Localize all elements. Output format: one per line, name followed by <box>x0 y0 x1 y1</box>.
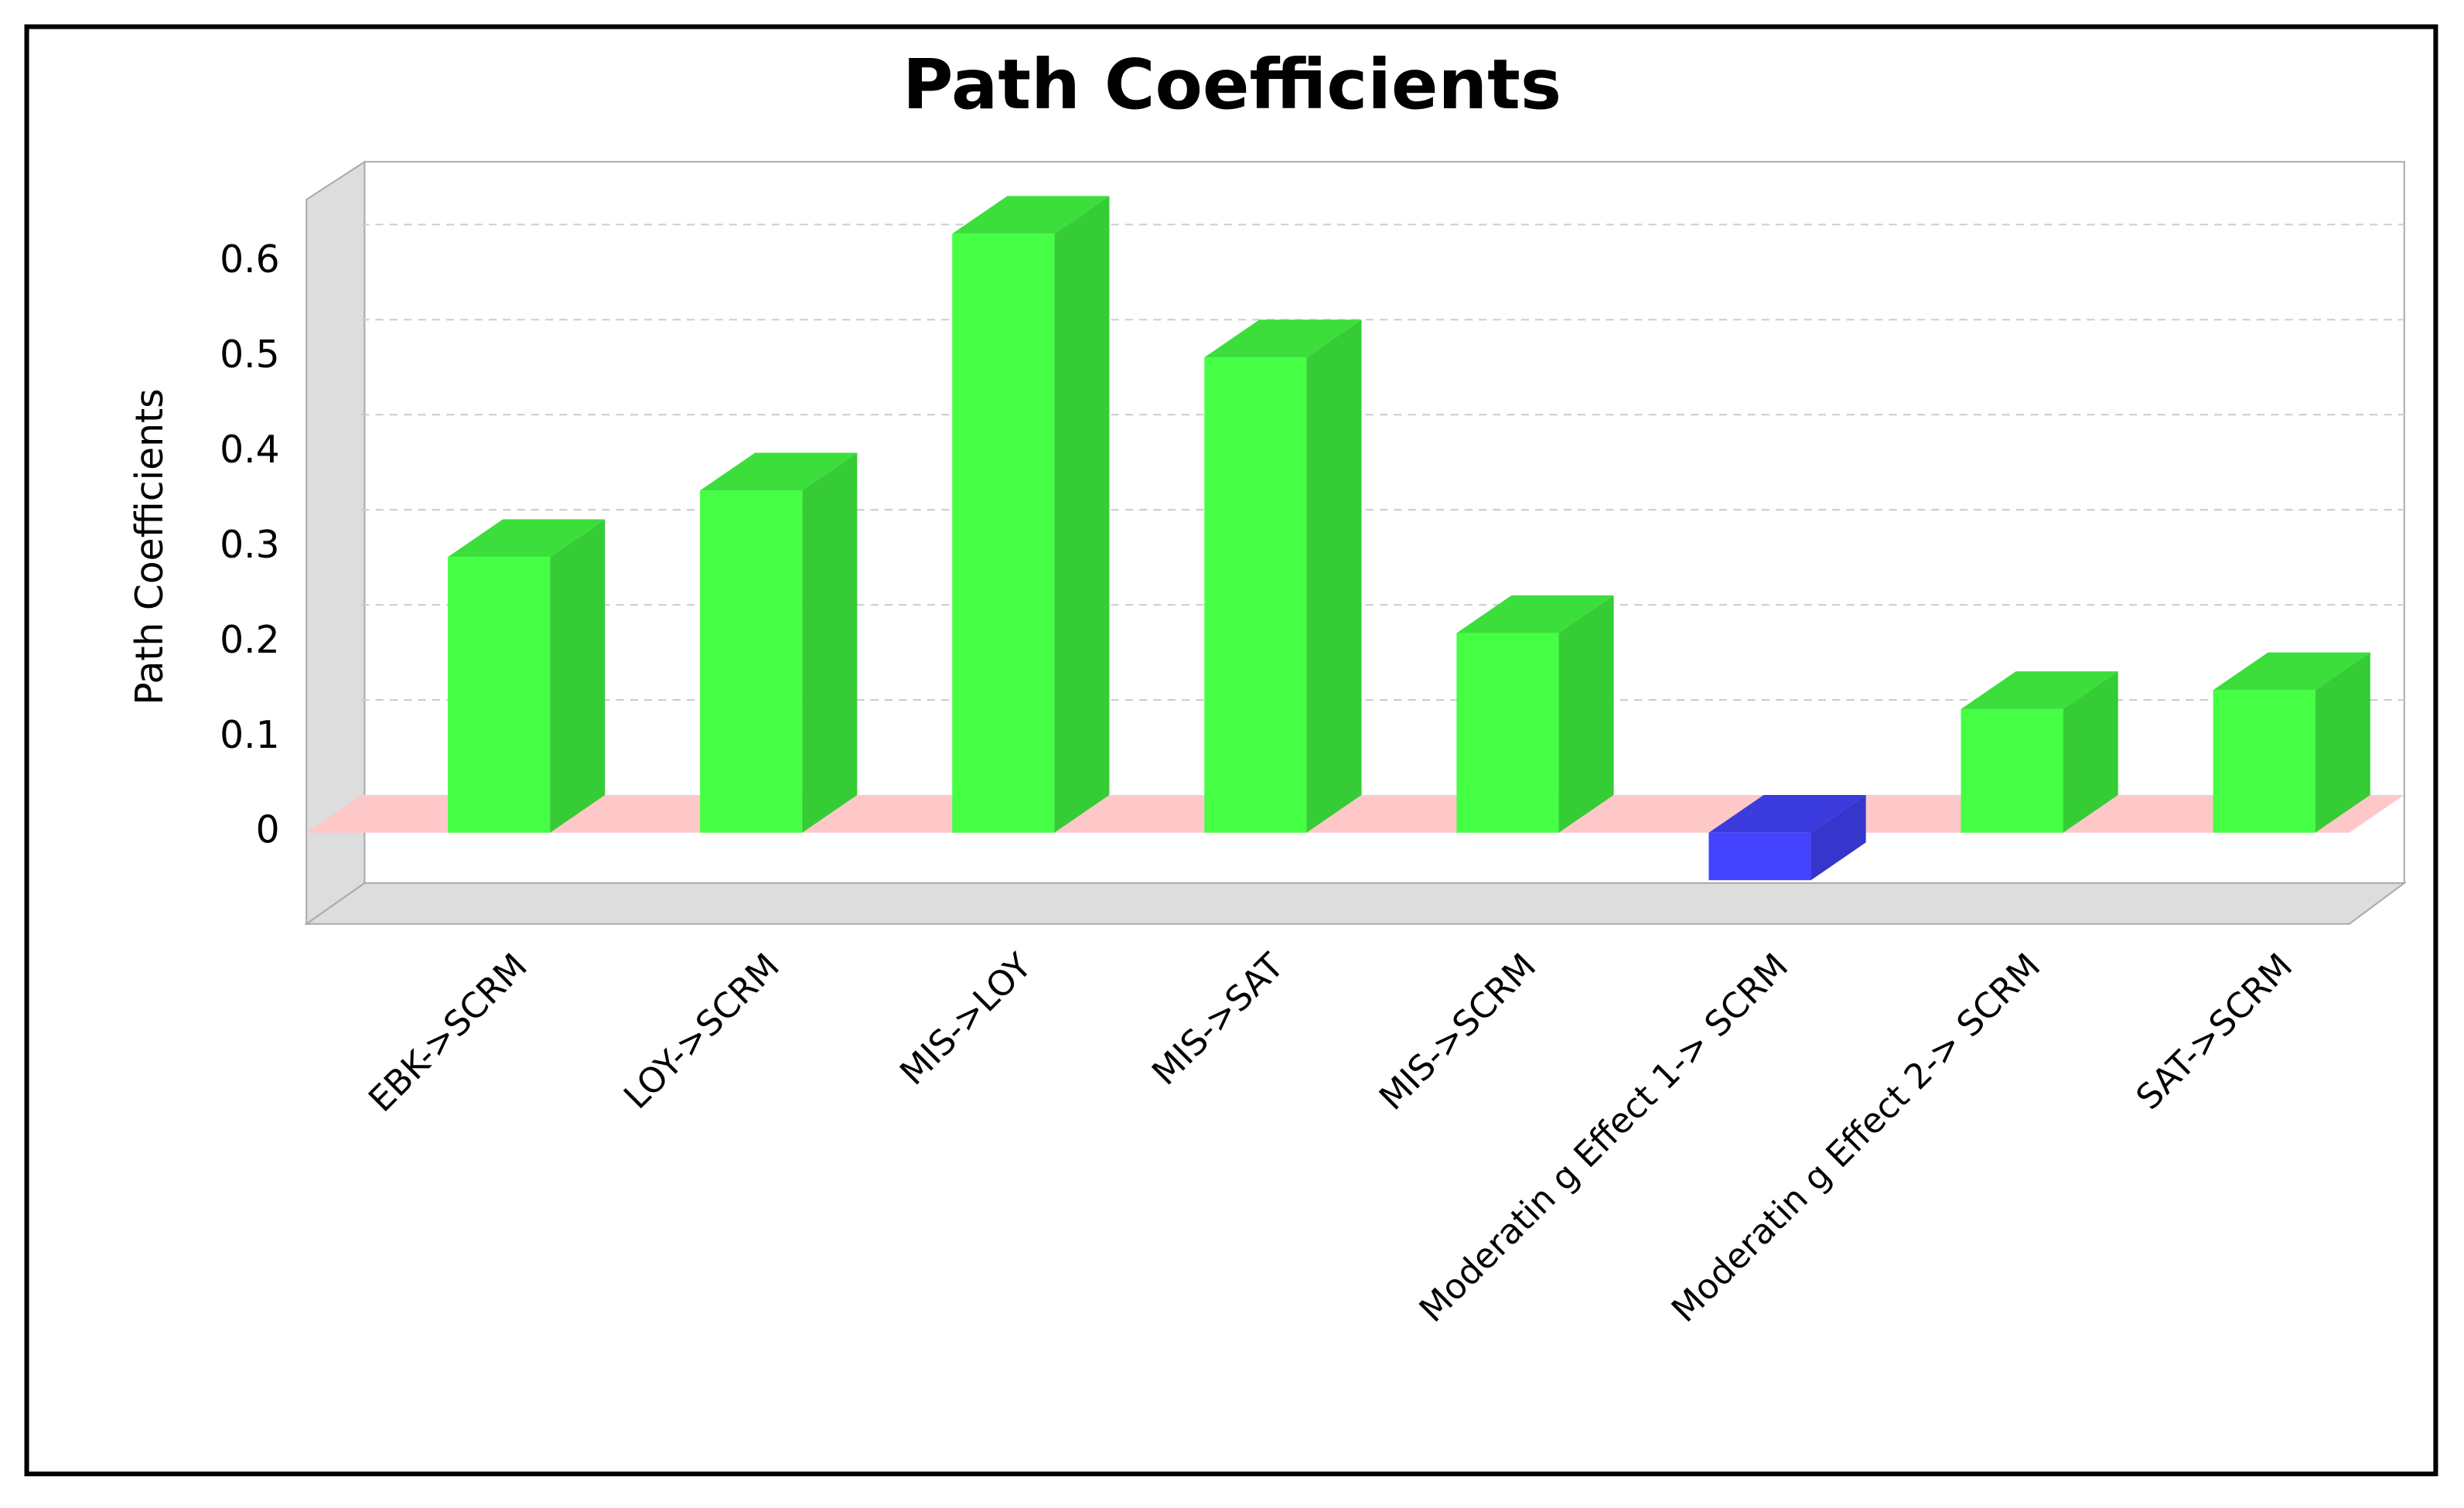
y-tick-label: 0.1 <box>220 714 280 757</box>
chart-title: Path Coefficients <box>903 45 1561 125</box>
bar-top <box>448 519 606 558</box>
bar <box>2213 690 2316 833</box>
bar <box>952 234 1055 833</box>
bar <box>1456 633 1559 833</box>
y-tick-label: 0.4 <box>220 428 280 472</box>
y-tick-label: 0.2 <box>220 619 280 662</box>
bar <box>1708 832 1811 881</box>
bar-side <box>550 519 606 833</box>
floor <box>304 882 2407 925</box>
bar-top <box>700 452 858 491</box>
y-tick-label: 0 <box>256 809 280 852</box>
bar-side <box>1054 196 1110 833</box>
bar-top <box>1708 794 1866 833</box>
bar-top <box>1456 595 1614 633</box>
y-tick-label: 0.5 <box>220 333 280 377</box>
bar-side <box>802 452 858 833</box>
bar-side <box>2315 652 2370 833</box>
bar-side <box>1306 319 1362 833</box>
bar <box>448 557 551 833</box>
y-tick-label: 0.6 <box>220 238 280 281</box>
bar-top <box>2213 652 2370 691</box>
bar <box>700 490 803 833</box>
bar-side <box>1558 595 1614 833</box>
bar-top <box>1961 671 2118 709</box>
bar <box>1204 357 1307 833</box>
bar-side <box>2063 671 2118 833</box>
bar-side <box>1810 794 1866 881</box>
y-axis-label: Path Coefficients <box>128 388 172 705</box>
bar-top <box>1204 319 1362 358</box>
bar-top <box>952 196 1110 234</box>
y-tick-label: 0.3 <box>220 524 280 567</box>
bar <box>1961 708 2063 833</box>
